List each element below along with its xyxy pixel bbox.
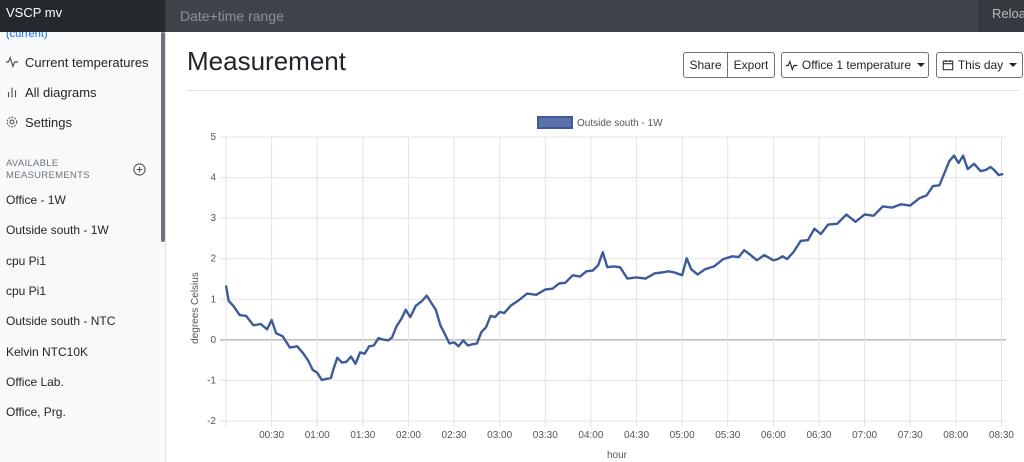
sidebar-item-label: Settings	[25, 114, 72, 130]
export-button[interactable]: Export	[727, 52, 775, 78]
measurement-item[interactable]: Outside south - 1W	[6, 223, 109, 237]
sidebar-item-all-diagrams[interactable]: All diagrams	[5, 82, 97, 102]
sidebar: (current) Current temperatures All diagr…	[0, 32, 166, 462]
bar-chart-icon	[7, 87, 17, 98]
plus-circle-icon[interactable]	[133, 163, 146, 176]
y-axis-label: degrees Celsius	[190, 272, 201, 344]
y-tick-label: 1	[210, 294, 216, 305]
x-tick-label: 01:30	[350, 430, 375, 441]
main-content: Measurement Share Export Office 1 temper…	[166, 32, 1024, 462]
title-divider	[187, 90, 1019, 91]
y-tick-label: 5	[210, 132, 216, 143]
x-tick-label: 01:00	[305, 430, 330, 441]
y-tick-label: 2	[210, 254, 216, 265]
legend-swatch	[537, 116, 573, 129]
measurement-item[interactable]: cpu Pi1	[6, 254, 47, 268]
x-tick-label: 02:30	[442, 430, 467, 441]
x-tick-label: 07:00	[852, 430, 877, 441]
measurement-item[interactable]: Kelvin NTC10K	[6, 345, 89, 359]
date-time-range-input[interactable]	[166, 0, 978, 32]
series-line-outside-south-1w	[224, 154, 1004, 382]
share-button[interactable]: Share	[683, 52, 728, 78]
available-measurements-heading: AVAILABLE MEASUREMENTS	[6, 158, 90, 182]
x-tick-label: 05:00	[670, 430, 695, 441]
x-tick-label: 08:30	[989, 430, 1014, 441]
x-tick-label: 03:30	[533, 430, 558, 441]
y-tick-label: -1	[207, 375, 216, 386]
x-axis-label: hour	[607, 450, 628, 461]
x-tick-label: 06:00	[761, 430, 786, 441]
sensor-select-dropdown[interactable]: Office 1 temperature	[781, 52, 929, 78]
sidebar-item-settings[interactable]: Settings	[5, 112, 72, 132]
x-tick-label: 00:30	[259, 430, 284, 441]
brand-title[interactable]: VSCP mv	[0, 0, 165, 32]
current-link[interactable]: (current)	[6, 32, 48, 40]
x-tick-label: 08:00	[943, 430, 968, 441]
measurement-item[interactable]: Office Lab.	[6, 375, 64, 389]
measurement-item[interactable]: Office - 1W	[6, 193, 66, 207]
x-tick-label: 02:00	[396, 430, 421, 441]
period-select-label: This day	[957, 58, 1004, 72]
y-tick-label: 4	[210, 173, 216, 184]
heading-line: MEASUREMENTS	[6, 170, 90, 181]
activity-icon	[5, 55, 19, 69]
heading-line: AVAILABLE	[6, 158, 59, 169]
period-select-dropdown[interactable]: This day	[936, 52, 1023, 78]
x-tick-label: 06:30	[806, 430, 831, 441]
x-tick-label: 04:30	[624, 430, 649, 441]
calendar-icon	[942, 59, 954, 71]
measurement-item[interactable]: Outside south - NTC	[6, 314, 116, 328]
top-navbar: VSCP mv Reloa	[0, 0, 1024, 32]
chart-grid	[220, 136, 1006, 427]
measurement-item[interactable]: cpu Pi1	[6, 284, 47, 298]
y-axis-ticks: 5 4 3 2 1 0 -1 -2	[207, 132, 216, 427]
x-tick-label: 04:00	[578, 430, 603, 441]
chevron-down-icon	[1009, 63, 1018, 67]
sidebar-item-current-temperatures[interactable]: Current temperatures	[5, 52, 149, 72]
measurement-item[interactable]: Office, Prg.	[6, 405, 66, 419]
sensor-select-label: Office 1 temperature	[801, 58, 912, 72]
activity-icon	[785, 59, 798, 71]
y-tick-label: 3	[210, 213, 216, 224]
chevron-down-icon	[917, 63, 926, 67]
x-tick-label: 05:30	[715, 430, 740, 441]
legend-label[interactable]: Outside south - 1W	[577, 118, 663, 129]
sidebar-item-label: Current temperatures	[25, 54, 149, 70]
page-title: Measurement	[187, 46, 346, 76]
x-axis-ticks: 00:30 01:00 01:30 02:00 02:30 03:00 03:30 04:00…	[259, 430, 1014, 441]
sidebar-scrollbar[interactable]	[161, 32, 165, 242]
gear-icon	[6, 116, 18, 128]
reload-link[interactable]: Reloa	[992, 6, 1024, 21]
temperature-line-chart: Outside south - 1W 5 4 3 2 1 0 -1 -2 00:30 01:00…	[190, 116, 1014, 461]
y-tick-label: 0	[210, 335, 216, 346]
sidebar-item-label: All diagrams	[25, 84, 97, 100]
x-tick-label: 03:00	[487, 430, 512, 441]
y-tick-label: -2	[207, 416, 216, 427]
x-tick-label: 07:30	[898, 430, 923, 441]
